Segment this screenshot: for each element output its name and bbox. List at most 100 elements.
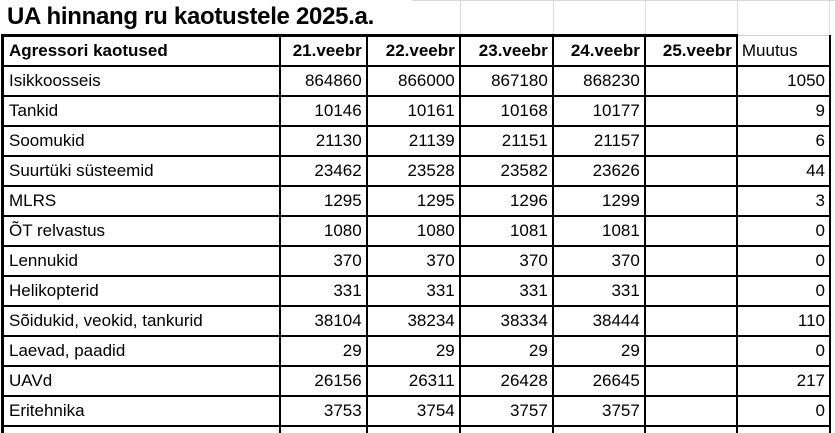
value-cell[interactable]: 38444 [551,305,646,337]
value-cell[interactable]: 1295 [278,185,368,217]
change-cell[interactable]: 217 [735,365,832,397]
change-cell[interactable]: 0 [735,335,832,367]
value-cell[interactable]: 1081 [551,215,646,247]
row-label-cell[interactable]: MLRS [0,185,281,217]
row-label-cell[interactable]: Helikopterid [0,275,281,307]
row-label-cell[interactable]: Sõidukid, veokid, tankurid [0,305,281,337]
value-cell[interactable] [643,335,738,367]
value-cell[interactable]: 1081 [458,215,554,247]
value-cell[interactable]: 3064 [551,425,646,433]
value-cell[interactable]: 370 [278,245,368,277]
value-cell[interactable]: 3064 [458,425,554,433]
value-cell[interactable]: 370 [365,245,461,277]
change-cell[interactable]: 0 [735,425,832,433]
value-cell[interactable]: 29 [278,335,368,367]
column-header-21-veebr[interactable]: 21.veebr [278,34,368,67]
value-cell[interactable]: 38234 [365,305,461,337]
row-label-cell[interactable]: Isikkoosseis [0,65,281,97]
row-label-cell[interactable]: Eritehnika [0,395,281,427]
value-cell[interactable] [643,275,738,307]
value-cell[interactable]: 21151 [458,125,554,157]
change-cell[interactable]: 0 [735,275,832,307]
value-cell[interactable]: 29 [458,335,554,367]
value-cell[interactable]: 1299 [551,185,646,217]
value-cell[interactable] [643,65,738,97]
value-cell[interactable]: 23528 [365,155,461,187]
value-cell[interactable] [643,95,738,127]
row-label-cell[interactable]: Soomukid [0,125,281,157]
value-cell[interactable]: 3757 [551,395,646,427]
row-label-cell[interactable]: Lennukid [0,245,281,277]
value-cell[interactable] [643,125,738,157]
change-cell[interactable]: 0 [735,245,832,277]
value-cell[interactable]: 331 [458,275,554,307]
value-cell[interactable] [643,305,738,337]
column-header-24-veebr[interactable]: 24.veebr [551,34,646,67]
value-cell[interactable] [643,185,738,217]
value-cell[interactable]: 370 [458,245,554,277]
row-label-cell[interactable]: UAVd [0,365,281,397]
value-cell[interactable]: 370 [551,245,646,277]
value-cell[interactable]: 864860 [278,65,368,97]
change-cell[interactable]: 6 [735,125,832,157]
row-label-cell[interactable]: ÕT relvastus [0,215,281,247]
change-cell[interactable]: 0 [735,215,832,247]
sheet-title[interactable]: UA hinnang ru kaotustele 2025.a. [7,3,374,30]
value-cell[interactable]: 331 [278,275,368,307]
change-cell[interactable]: 3 [735,185,832,217]
value-cell[interactable]: 3757 [458,395,554,427]
value-cell[interactable] [643,425,738,433]
value-cell[interactable]: 1296 [458,185,554,217]
value-cell[interactable]: 26645 [551,365,646,397]
value-cell[interactable]: 3064 [278,425,368,433]
gridline-col-23 [460,0,461,34]
value-cell[interactable]: 3754 [365,395,461,427]
column-header-25-veebr[interactable]: 25.veebr [643,34,738,67]
change-cell[interactable]: 44 [735,155,832,187]
value-cell[interactable] [643,215,738,247]
value-cell[interactable]: 26311 [365,365,461,397]
value-cell[interactable]: 29 [551,335,646,367]
value-cell[interactable]: 23582 [458,155,554,187]
value-cell[interactable]: 331 [551,275,646,307]
value-cell[interactable]: 10161 [365,95,461,127]
value-cell[interactable]: 21157 [551,125,646,157]
row-label-cell[interactable]: Tiib- ja ballistilised raketid [0,425,281,433]
value-cell[interactable]: 23626 [551,155,646,187]
value-cell[interactable]: 21130 [278,125,368,157]
value-cell[interactable]: 26428 [458,365,554,397]
value-cell[interactable] [643,245,738,277]
value-cell[interactable]: 3064 [365,425,461,433]
column-header-22-veebr[interactable]: 22.veebr [365,34,461,67]
change-cell[interactable]: 0 [735,395,832,427]
value-cell[interactable]: 38334 [458,305,554,337]
value-cell[interactable]: 26156 [278,365,368,397]
value-cell[interactable]: 1080 [365,215,461,247]
value-cell[interactable] [643,155,738,187]
value-cell[interactable]: 866000 [365,65,461,97]
value-cell[interactable]: 29 [365,335,461,367]
value-cell[interactable]: 38104 [278,305,368,337]
value-cell[interactable]: 3753 [278,395,368,427]
row-label-cell[interactable]: Suurtüki süsteemid [0,155,281,187]
change-cell[interactable]: 110 [735,305,832,337]
column-header-muutus[interactable]: Muutus [735,35,832,67]
value-cell[interactable]: 21139 [365,125,461,157]
column-header-agressori-kaotused[interactable]: Agressori kaotused [0,34,281,67]
value-cell[interactable]: 10168 [458,95,554,127]
value-cell[interactable]: 1295 [365,185,461,217]
row-label-cell[interactable]: Laevad, paadid [0,335,281,367]
column-header-23-veebr[interactable]: 23.veebr [458,34,554,67]
value-cell[interactable]: 867180 [458,65,554,97]
row-label-cell[interactable]: Tankid [0,95,281,127]
value-cell[interactable] [643,395,738,427]
value-cell[interactable] [643,365,738,397]
change-cell[interactable]: 9 [735,95,832,127]
value-cell[interactable]: 23462 [278,155,368,187]
value-cell[interactable]: 10146 [278,95,368,127]
value-cell[interactable]: 1080 [278,215,368,247]
value-cell[interactable]: 10177 [551,95,646,127]
value-cell[interactable]: 331 [365,275,461,307]
change-cell[interactable]: 1050 [735,65,832,97]
value-cell[interactable]: 868230 [551,65,646,97]
